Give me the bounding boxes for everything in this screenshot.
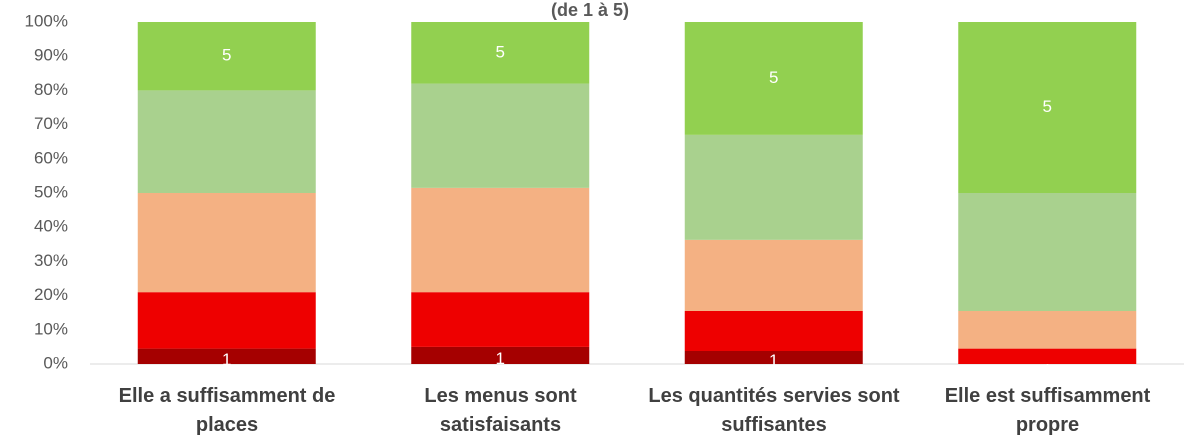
data-label: 1 [1043, 357, 1052, 376]
bar-segment [684, 239, 863, 311]
bar-segment [137, 348, 316, 364]
data-label: 5 [769, 68, 778, 87]
y-tick-label: 90% [34, 46, 68, 65]
data-label: 1 [496, 349, 505, 368]
y-tick-label: 70% [34, 114, 68, 133]
data-label: 5 [1043, 97, 1052, 116]
y-tick-label: 50% [34, 182, 68, 201]
y-tick-label: 80% [34, 80, 68, 99]
bar-segment [958, 193, 1137, 311]
bar-segment [411, 187, 590, 293]
bar-segment [137, 22, 316, 91]
x-tick-label: Les quantités servies sont suffisantes [648, 385, 900, 436]
bar-segment [137, 90, 316, 193]
y-tick-label: 40% [34, 217, 68, 236]
bar-segment [684, 134, 863, 240]
bar-segment [137, 292, 316, 349]
y-tick-label: 30% [34, 251, 68, 270]
x-tick-label: Elle est suffisamment propre [944, 385, 1151, 436]
data-label: 5 [222, 46, 231, 65]
bar-segment [411, 292, 590, 347]
bar-segment [958, 348, 1137, 364]
bar-segment [684, 310, 863, 352]
y-tick-label: 100% [25, 11, 68, 30]
data-label: 1 [769, 351, 778, 370]
x-tick-label: Elle a suffisamment de places [118, 385, 336, 436]
bar-segment [958, 310, 1137, 349]
x-tick-label: Les menus sont satisfaisants [424, 385, 577, 436]
y-tick-label: 20% [34, 285, 68, 304]
bar-segment [684, 22, 863, 135]
y-tick-label: 0% [43, 353, 68, 372]
bar-segment [684, 351, 863, 364]
bar-segment [958, 22, 1137, 193]
bar-segment [411, 346, 590, 364]
data-label: 5 [496, 42, 505, 61]
bar-segment [411, 22, 590, 84]
bar-segment [411, 83, 590, 188]
chart-title: (de 1 à 5) [551, 0, 629, 20]
y-tick-label: 10% [34, 319, 68, 338]
data-label: 1 [222, 350, 231, 369]
bar-segment [137, 193, 316, 293]
y-tick-label: 60% [34, 148, 68, 167]
